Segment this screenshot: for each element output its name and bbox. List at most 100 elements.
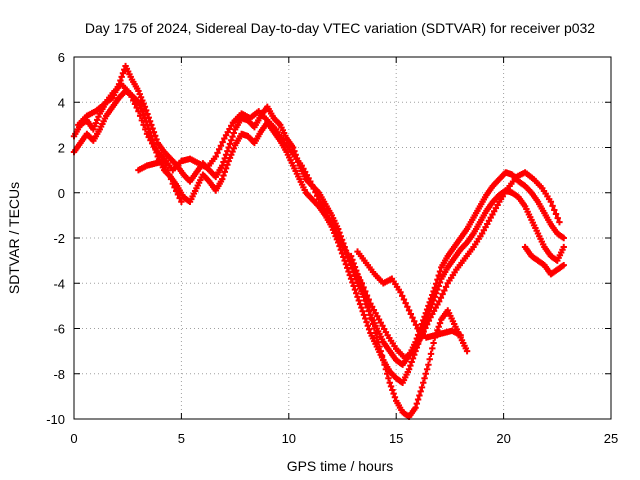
y-tick-label: -10 (46, 412, 65, 427)
data-point (130, 97, 137, 104)
data-point (355, 274, 363, 282)
data-point (552, 210, 560, 218)
data-point (363, 318, 370, 326)
data-point (356, 300, 364, 308)
data-point (142, 126, 149, 133)
data-point (423, 366, 431, 373)
data-point (359, 308, 366, 315)
y-tick-label: -2 (53, 231, 65, 246)
y-tick-label: 0 (58, 186, 65, 201)
data-point (368, 316, 375, 323)
data-point (420, 379, 427, 386)
data-point (222, 165, 230, 172)
data-point (216, 146, 223, 153)
data-point (439, 290, 446, 298)
plot-frame (73, 56, 612, 420)
data-point (437, 294, 445, 301)
data-point (457, 332, 464, 339)
data-point (161, 157, 168, 165)
data-point (367, 311, 374, 319)
data-point (400, 296, 408, 303)
data-point (224, 161, 231, 168)
data-point (171, 184, 178, 191)
data-point (230, 129, 238, 137)
data-point (432, 290, 440, 297)
data-point (350, 282, 357, 290)
data-point (409, 314, 416, 321)
data-point (422, 324, 429, 332)
data-point (308, 181, 316, 189)
data-point (336, 235, 343, 242)
data-point (138, 117, 146, 124)
data-point (358, 304, 365, 311)
data-point (228, 137, 235, 144)
data-point (381, 361, 388, 368)
data-point (344, 264, 351, 272)
data-point (358, 281, 365, 289)
data-point (131, 100, 139, 108)
chart-title: Day 175 of 2024, Sidereal Day-to-day VTE… (85, 20, 595, 36)
x-tick-label: 20 (496, 431, 510, 446)
data-point (339, 242, 347, 249)
data-point (430, 297, 437, 304)
data-point (380, 356, 387, 364)
data-point (404, 303, 411, 310)
y-tick-label: -4 (53, 276, 65, 291)
data-point (425, 317, 433, 325)
data-point (416, 392, 423, 399)
data-point (426, 356, 433, 363)
y-tick-label: 4 (58, 95, 65, 110)
data-point (414, 396, 422, 403)
data-point (226, 140, 234, 148)
data-point (436, 319, 444, 327)
data-point (405, 366, 413, 373)
data-point (407, 362, 414, 369)
data-point (220, 172, 227, 179)
data-point (417, 388, 424, 395)
data-point (463, 347, 471, 355)
data-point (360, 311, 368, 319)
data-point (169, 180, 177, 187)
data-point (307, 178, 314, 185)
x-tick-label: 15 (389, 431, 403, 446)
data-point (373, 334, 381, 341)
data-point (164, 166, 171, 174)
data-point (173, 187, 180, 195)
tick-labels: 0 5 10 15 20 25 -10 -8 -6 -4 -2 0 2 4 6 (46, 50, 618, 446)
data-point (436, 279, 444, 286)
data-point (421, 375, 428, 382)
data-point (347, 252, 355, 260)
x-tick-label: 5 (178, 431, 185, 446)
data-point (378, 352, 386, 359)
data-point (332, 228, 340, 235)
data-point (135, 108, 142, 115)
data-point (349, 256, 356, 263)
data-point (313, 192, 321, 200)
data-point (435, 298, 443, 305)
data-point (412, 321, 420, 329)
data-point (382, 366, 390, 373)
data-point (354, 271, 361, 278)
data-point (351, 286, 359, 293)
data-point (342, 261, 350, 268)
data-point (365, 307, 373, 314)
data-point (434, 286, 441, 293)
data-point (212, 153, 219, 160)
data-point (376, 343, 383, 350)
data-point (413, 400, 421, 407)
data-point (353, 267, 360, 274)
y-tick-label: -6 (53, 322, 65, 337)
data-point (547, 198, 555, 205)
data-point (174, 191, 182, 198)
data-point (142, 107, 150, 114)
data-point (119, 70, 127, 77)
data-point (377, 347, 384, 355)
data-point (427, 350, 435, 358)
data-point (166, 171, 173, 178)
data-point (554, 214, 561, 222)
data-point (141, 103, 149, 110)
data-point (431, 293, 439, 301)
data-point (360, 289, 368, 296)
